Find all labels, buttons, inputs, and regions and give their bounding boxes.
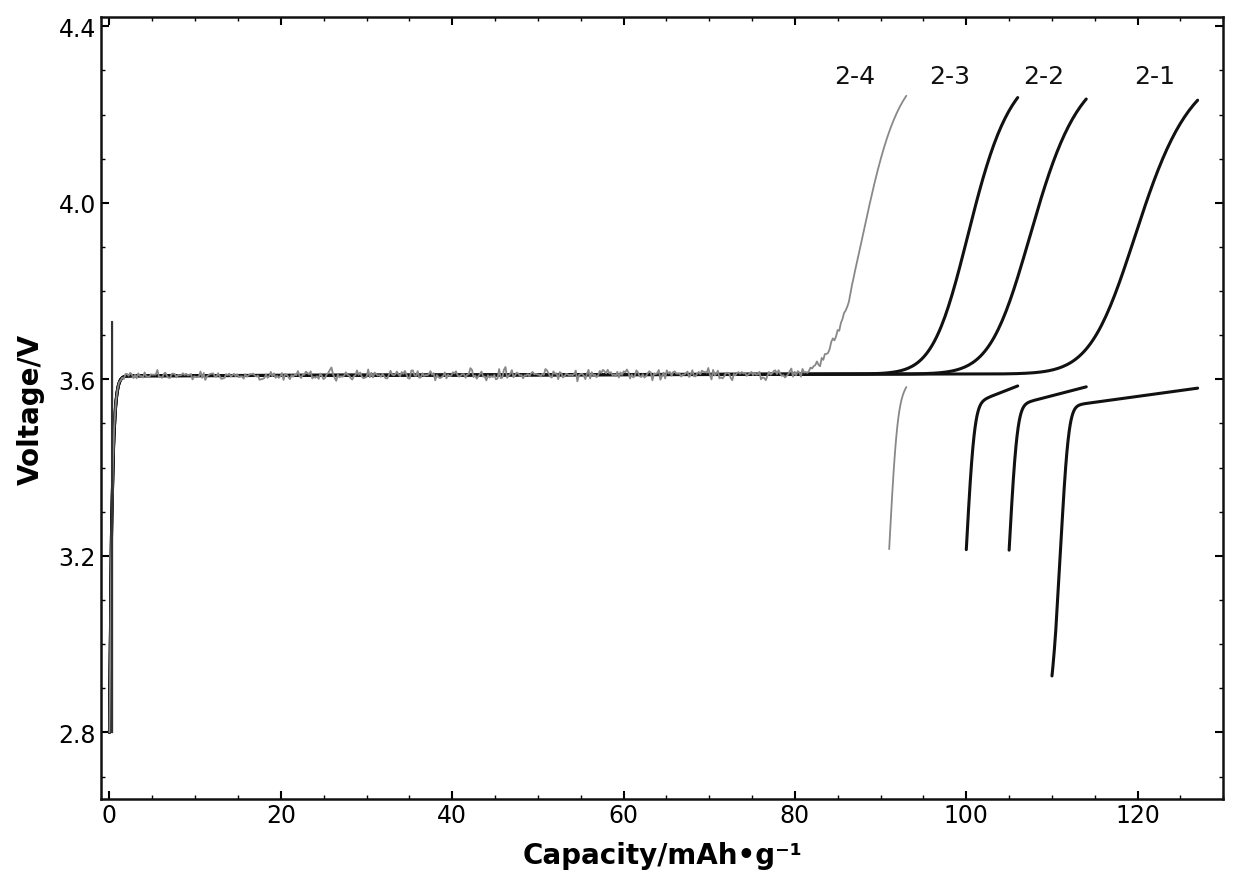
Y-axis label: Voltage/V: Voltage/V (16, 333, 45, 484)
Text: 2-3: 2-3 (929, 65, 970, 89)
Text: 2-1: 2-1 (1135, 65, 1176, 89)
Text: 2-4: 2-4 (835, 65, 875, 89)
Text: 2-2: 2-2 (1023, 65, 1064, 89)
X-axis label: Capacity/mAh•g⁻¹: Capacity/mAh•g⁻¹ (522, 842, 802, 869)
